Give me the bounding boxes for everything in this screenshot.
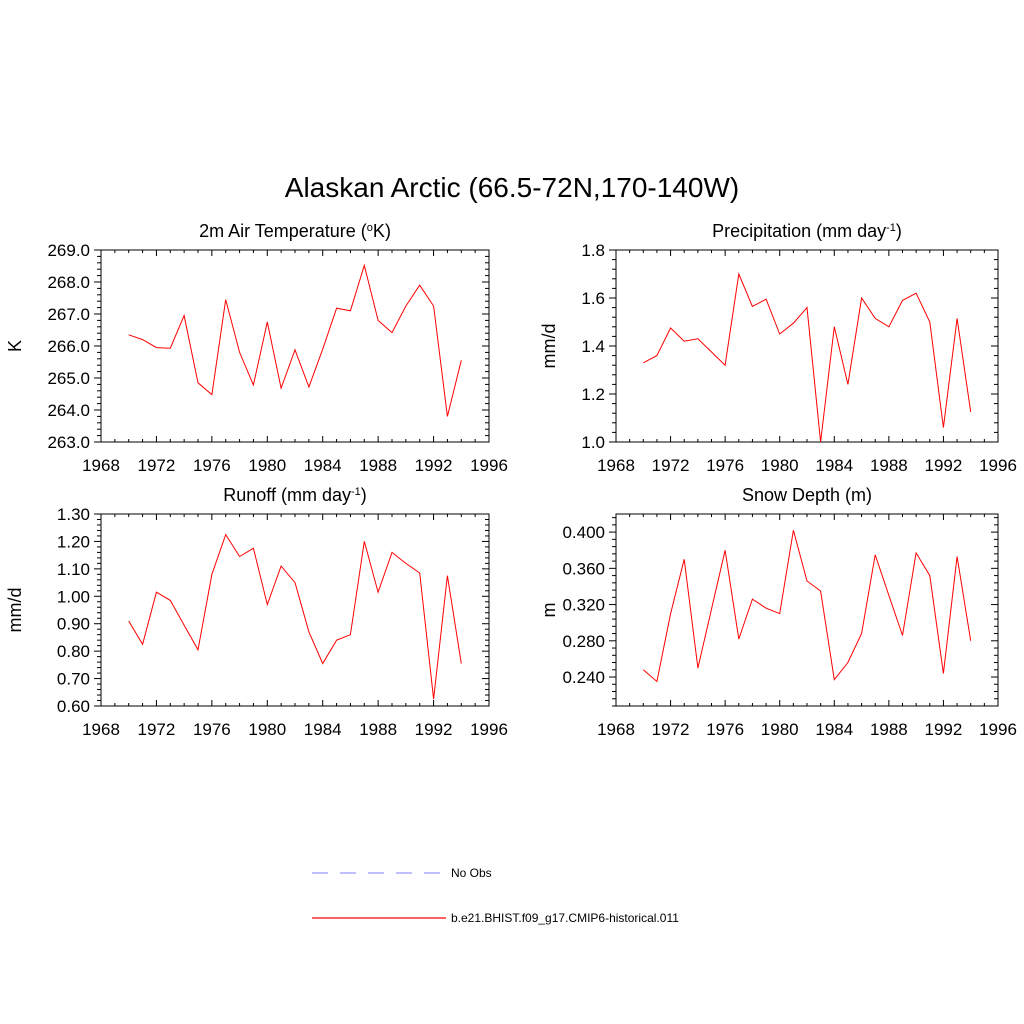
x-tick-label-precipitation: 1996 — [979, 456, 1017, 475]
x-tick-label-air-temperature: 1984 — [304, 456, 342, 475]
y-axis-label-snow-depth: m — [539, 603, 559, 618]
x-tick-label-runoff: 1972 — [138, 720, 176, 739]
x-tick-label-air-temperature: 1988 — [359, 456, 397, 475]
legend: No Obs b.e21.BHIST.f09_g17.CMIP6-histori… — [312, 866, 679, 925]
plot-frame-air-temperature — [100, 249, 490, 443]
series-line-air-temperature — [128, 263, 462, 417]
x-tick-label-precipitation: 1976 — [706, 456, 744, 475]
panel-title-precipitation: Precipitation (mm day-1) — [712, 221, 902, 241]
panel-runoff: 1968 1972 1976 1980 1984 1988 1992 1996 0.60 0.70… — [5, 485, 508, 739]
x-tick-label-precipitation: 1992 — [925, 456, 963, 475]
x-tick-label-snow-depth: 1980 — [761, 720, 799, 739]
panel-snow-depth: 1968 1972 1976 1980 1984 1988 1992 1996 0.240 0.2… — [539, 485, 1017, 739]
x-tick-label-precipitation: 1984 — [815, 456, 853, 475]
y-axis-label-runoff: mm/d — [5, 588, 25, 633]
x-tick-label-precipitation: 1972 — [652, 456, 690, 475]
y-tick-label-precipitation: 1.4 — [581, 337, 605, 356]
x-tick-label-precipitation: 1980 — [761, 456, 799, 475]
x-tick-label-snow-depth: 1968 — [597, 720, 635, 739]
x-tick-label-runoff: 1992 — [415, 720, 453, 739]
plot-frame-snow-depth — [615, 513, 999, 707]
x-tick-label-snow-depth: 1984 — [815, 720, 853, 739]
x-tick-label-air-temperature: 1968 — [82, 456, 120, 475]
panel-title-part: Runoff (mm day — [223, 485, 351, 505]
y-tick-label-snow-depth: 0.240 — [562, 668, 605, 687]
x-tick-label-runoff: 1996 — [470, 720, 508, 739]
y-tick-label-precipitation: 1.8 — [581, 241, 605, 260]
x-tick-label-precipitation: 1988 — [870, 456, 908, 475]
panel-title-part: ) — [361, 485, 367, 505]
x-tick-label-runoff: 1984 — [304, 720, 342, 739]
y-tick-label-precipitation: 1.0 — [581, 433, 605, 452]
x-tick-label-snow-depth: 1988 — [870, 720, 908, 739]
panel-title-part: ) — [385, 221, 391, 241]
x-tick-label-air-temperature: 1972 — [138, 456, 176, 475]
legend-label-model: b.e21.BHIST.f09_g17.CMIP6-historical.011 — [451, 911, 679, 925]
y-tick-label-air-temperature: 264.0 — [47, 401, 90, 420]
y-tick-label-runoff: 1.00 — [57, 587, 90, 606]
panel-title-part: Snow Depth (m) — [742, 485, 872, 505]
panel-precipitation: 1968 1972 1976 1980 1984 1988 1992 1996 1.0 1.2 1.… — [539, 221, 1017, 475]
y-axis-label-air-temperature: K — [5, 340, 25, 352]
x-tick-label-runoff: 1988 — [359, 720, 397, 739]
figure-title: Alaskan Arctic (66.5-72N,170-140W) — [285, 172, 739, 203]
panel-title-part: -1 — [351, 486, 361, 498]
panel-title-part: -1 — [886, 222, 896, 234]
y-tick-label-runoff: 0.70 — [57, 670, 90, 689]
x-tick-label-snow-depth: 1996 — [979, 720, 1017, 739]
x-tick-label-runoff: 1976 — [193, 720, 231, 739]
y-tick-label-snow-depth: 0.320 — [562, 596, 605, 615]
y-tick-label-air-temperature: 267.0 — [47, 305, 90, 324]
y-tick-label-snow-depth: 0.400 — [562, 523, 605, 542]
x-tick-label-runoff: 1968 — [82, 720, 120, 739]
y-tick-label-snow-depth: 0.280 — [562, 632, 605, 651]
y-tick-label-precipitation: 1.2 — [581, 385, 605, 404]
y-tick-label-runoff: 1.30 — [57, 505, 90, 524]
legend-label-no-obs: No Obs — [451, 866, 492, 880]
y-tick-label-air-temperature: 266.0 — [47, 337, 90, 356]
x-tick-label-air-temperature: 1980 — [248, 456, 286, 475]
panel-title-runoff: Runoff (mm day-1) — [223, 485, 367, 505]
y-tick-label-air-temperature: 265.0 — [47, 369, 90, 388]
y-tick-label-air-temperature: 269.0 — [47, 241, 90, 260]
x-tick-label-snow-depth: 1972 — [652, 720, 690, 739]
y-tick-label-runoff: 0.80 — [57, 642, 90, 661]
panel-air-temperature: 1968 1972 1976 1980 1984 1988 1992 1996 263.0 264… — [5, 221, 508, 475]
y-axis-label-precipitation: mm/d — [539, 324, 559, 369]
y-tick-label-precipitation: 1.6 — [581, 289, 605, 308]
panel-title-part: 2m Air Temperature ( — [199, 221, 367, 241]
x-tick-label-precipitation: 1968 — [597, 456, 635, 475]
series-line-precipitation — [643, 272, 972, 443]
x-tick-label-air-temperature: 1976 — [193, 456, 231, 475]
panel-title-part: o — [367, 222, 373, 234]
panel-title-part: K — [373, 221, 385, 241]
panel-title-snow-depth: Snow Depth (m) — [742, 485, 872, 505]
y-tick-label-runoff: 1.10 — [57, 560, 90, 579]
y-tick-label-runoff: 1.20 — [57, 532, 90, 551]
y-tick-label-runoff: 0.60 — [57, 697, 90, 716]
series-line-runoff — [128, 533, 462, 700]
x-tick-label-snow-depth: 1976 — [706, 720, 744, 739]
y-tick-label-air-temperature: 263.0 — [47, 433, 90, 452]
panel-title-part: Precipitation (mm day — [712, 221, 886, 241]
x-tick-label-air-temperature: 1996 — [470, 456, 508, 475]
series-line-snow-depth — [642, 530, 972, 683]
x-tick-label-snow-depth: 1992 — [925, 720, 963, 739]
plot-frame-precipitation — [615, 249, 999, 443]
y-tick-label-snow-depth: 0.360 — [562, 559, 605, 578]
x-tick-label-air-temperature: 1992 — [415, 456, 453, 475]
y-tick-label-runoff: 0.90 — [57, 615, 90, 634]
y-tick-label-air-temperature: 268.0 — [47, 273, 90, 292]
panel-title-air-temperature: 2m Air Temperature (oK) — [199, 221, 391, 241]
x-tick-label-runoff: 1980 — [248, 720, 286, 739]
panel-title-part: ) — [896, 221, 902, 241]
